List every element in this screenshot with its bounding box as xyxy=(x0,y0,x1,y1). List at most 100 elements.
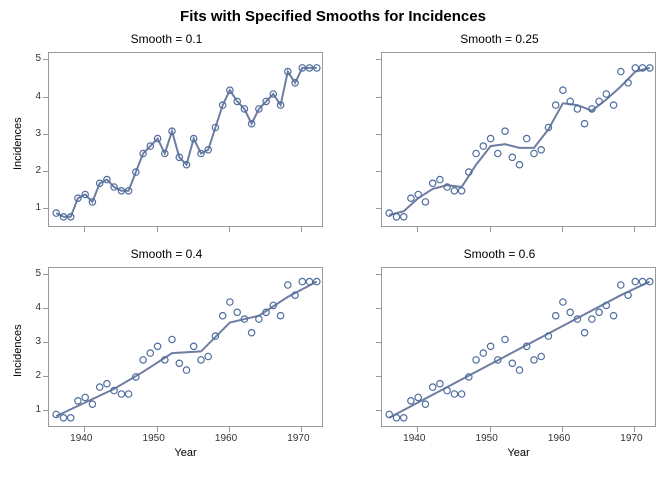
y-tick xyxy=(43,308,48,309)
x-tick-label: 1940 xyxy=(403,433,425,444)
plot-svg xyxy=(382,268,657,428)
data-point xyxy=(393,214,399,220)
data-point xyxy=(451,188,457,194)
data-point xyxy=(97,384,103,390)
data-point xyxy=(639,278,645,284)
y-tick-label: 5 xyxy=(35,268,41,279)
data-point xyxy=(198,357,204,363)
y-tick-label: 4 xyxy=(35,302,41,313)
data-point xyxy=(60,415,66,421)
plot-svg xyxy=(49,268,324,428)
y-tick-label: 1 xyxy=(35,404,41,415)
y-tick-label: 1 xyxy=(35,202,41,213)
data-point xyxy=(567,309,573,315)
data-point xyxy=(560,87,566,93)
y-tick xyxy=(376,134,381,135)
fit-line xyxy=(389,68,650,215)
x-tick xyxy=(84,227,85,232)
data-point xyxy=(502,128,508,134)
data-point xyxy=(220,313,226,319)
y-tick xyxy=(43,376,48,377)
y-tick-label: 4 xyxy=(35,91,41,102)
x-tick xyxy=(562,427,563,432)
data-point xyxy=(393,415,399,421)
y-tick xyxy=(43,97,48,98)
data-point xyxy=(277,313,283,319)
panel-bottom-left: Smooth = 0.4123451940195019601970Inciden… xyxy=(0,245,333,500)
plot-svg xyxy=(382,53,657,228)
data-point xyxy=(487,343,493,349)
data-point xyxy=(444,387,450,393)
data-point xyxy=(581,330,587,336)
data-point xyxy=(509,360,515,366)
panel-title: Smooth = 0.25 xyxy=(333,30,666,46)
y-tick xyxy=(376,376,381,377)
data-point xyxy=(596,309,602,315)
main-title: Fits with Specified Smooths for Incidenc… xyxy=(0,0,666,29)
data-point xyxy=(516,162,522,168)
x-tick-label: 1940 xyxy=(70,433,92,444)
data-point xyxy=(401,214,407,220)
y-tick xyxy=(43,274,48,275)
y-axis-label: Incidences xyxy=(12,317,24,377)
y-tick xyxy=(43,59,48,60)
data-point xyxy=(495,150,501,156)
y-tick xyxy=(376,342,381,343)
data-point xyxy=(176,360,182,366)
data-point xyxy=(473,357,479,363)
plot-area xyxy=(381,52,656,227)
data-point xyxy=(248,330,254,336)
y-tick xyxy=(43,171,48,172)
x-tick-label: 1970 xyxy=(620,433,642,444)
data-point xyxy=(415,191,421,197)
data-point xyxy=(430,384,436,390)
x-tick xyxy=(229,427,230,432)
x-axis-label: Year xyxy=(48,447,323,459)
data-point xyxy=(458,391,464,397)
data-point xyxy=(408,398,414,404)
data-point xyxy=(553,313,559,319)
data-point xyxy=(487,135,493,141)
data-point xyxy=(169,336,175,342)
data-point xyxy=(632,278,638,284)
data-point xyxy=(625,80,631,86)
data-point xyxy=(480,143,486,149)
data-point xyxy=(82,394,88,400)
data-point xyxy=(386,411,392,417)
data-point xyxy=(610,313,616,319)
y-tick xyxy=(376,59,381,60)
data-point xyxy=(553,102,559,108)
data-point xyxy=(451,391,457,397)
x-tick xyxy=(157,227,158,232)
x-tick xyxy=(157,427,158,432)
x-tick-label: 1970 xyxy=(287,433,309,444)
y-tick xyxy=(43,410,48,411)
y-tick-label: 2 xyxy=(35,370,41,381)
data-point xyxy=(531,357,537,363)
data-point xyxy=(314,278,320,284)
x-tick xyxy=(417,227,418,232)
y-tick xyxy=(376,171,381,172)
x-tick-label: 1960 xyxy=(548,433,570,444)
x-axis-label: Year xyxy=(381,447,656,459)
y-tick xyxy=(43,134,48,135)
x-tick xyxy=(301,227,302,232)
y-tick xyxy=(376,97,381,98)
data-point xyxy=(589,316,595,322)
x-tick xyxy=(417,427,418,432)
plot-svg xyxy=(49,53,324,228)
y-tick-label: 3 xyxy=(35,336,41,347)
panel-top-right: Smooth = 0.25 xyxy=(333,30,666,245)
data-point xyxy=(68,415,74,421)
data-point xyxy=(227,299,233,305)
x-tick xyxy=(301,427,302,432)
data-point xyxy=(401,415,407,421)
data-point xyxy=(531,150,537,156)
data-point xyxy=(256,316,262,322)
x-tick xyxy=(84,427,85,432)
x-tick-label: 1950 xyxy=(476,433,498,444)
data-point xyxy=(509,154,515,160)
x-tick xyxy=(634,427,635,432)
data-point xyxy=(234,309,240,315)
data-point xyxy=(104,381,110,387)
